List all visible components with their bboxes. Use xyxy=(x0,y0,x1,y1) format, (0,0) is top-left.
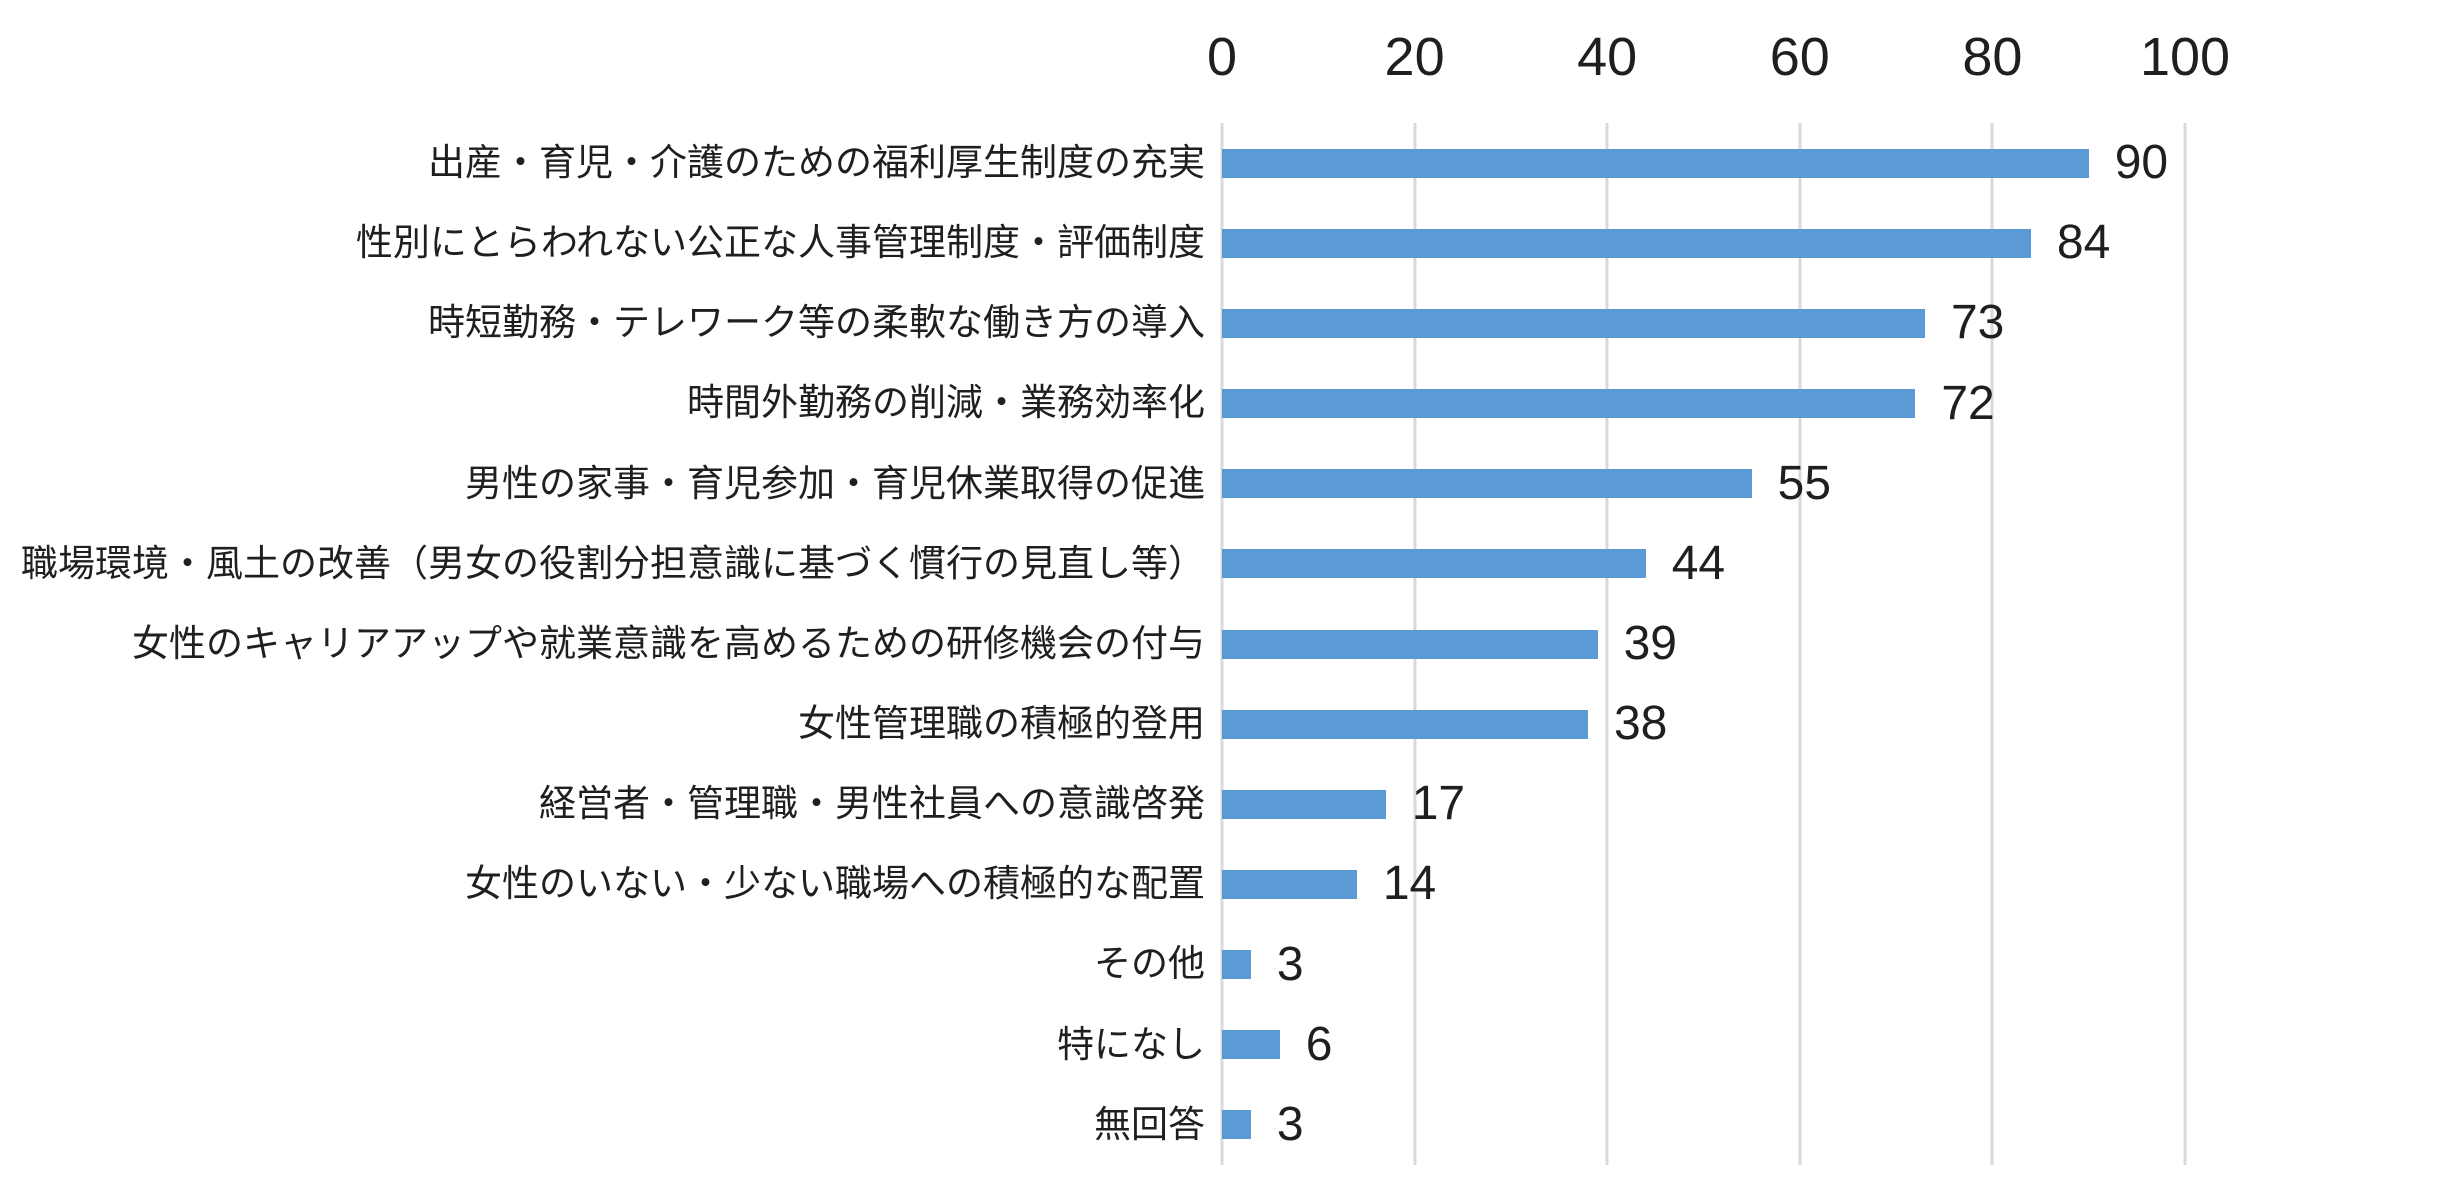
category-label: 特になし xyxy=(1057,1023,1205,1065)
x-axis: 0 20 40 60 80 100 xyxy=(1207,0,2230,87)
gridline xyxy=(1990,123,1994,1165)
category-label: 女性のキャリアアップや就業意識を高めるための研修機会の付与 xyxy=(132,622,1205,664)
x-axis-tick-label: 80 xyxy=(1962,27,2023,87)
x-axis-tick-label: 60 xyxy=(1769,27,1830,87)
bar-row: 90 xyxy=(1222,123,2185,203)
category-label: その他 xyxy=(1094,943,1205,985)
bar-row: 17 xyxy=(1222,764,2185,844)
bar xyxy=(1222,1030,1280,1060)
value-label: 39 xyxy=(1623,617,1677,671)
value-label: 6 xyxy=(1305,1017,1333,1071)
bar-row: 3 xyxy=(1222,925,2185,1005)
category-label: 時間外勤務の削減・業務効率化 xyxy=(687,382,1205,424)
category-label: 女性管理職の積極的登用 xyxy=(798,702,1205,744)
bar-row: 38 xyxy=(1222,684,2185,764)
value-label: 44 xyxy=(1671,536,1726,590)
bar xyxy=(1222,549,1646,579)
bar xyxy=(1222,789,1386,819)
bar-row: 44 xyxy=(1222,524,2185,604)
bar xyxy=(1222,228,2031,258)
bar xyxy=(1222,869,1357,899)
plot-area: 90 84 73 72 55 44 39 38 17 14 3 6 3 xyxy=(1220,123,2187,1165)
gridline xyxy=(1798,123,1802,1165)
category-label: 女性のいない・少ない職場への積極的な配置 xyxy=(465,863,1205,905)
bar-rows: 90 84 73 72 55 44 39 38 17 14 3 6 3 xyxy=(1222,123,2185,1165)
value-label: 90 xyxy=(2114,136,2169,190)
value-label: 84 xyxy=(2056,216,2111,270)
category-label: 経営者・管理職・男性社員への意識啓発 xyxy=(539,783,1205,825)
bar-row: 55 xyxy=(1222,444,2185,524)
value-label: 73 xyxy=(1950,296,2005,350)
value-label: 55 xyxy=(1777,456,1832,510)
bar-row: 73 xyxy=(1222,283,2185,363)
bar-row: 84 xyxy=(1222,203,2185,283)
bar xyxy=(1222,629,1598,659)
bar xyxy=(1222,148,2089,178)
value-label: 3 xyxy=(1276,937,1304,991)
category-label: 性別にとらわれない公正な人事管理制度・評価制度 xyxy=(355,222,1205,264)
category-label: 男性の家事・育児参加・育児休業取得の促進 xyxy=(465,462,1205,504)
value-label: 17 xyxy=(1411,777,1466,831)
x-axis-tick-label: 100 xyxy=(2139,27,2231,87)
gridline xyxy=(2183,123,2187,1165)
bar-row: 6 xyxy=(1222,1005,2185,1085)
bar-row: 39 xyxy=(1222,604,2185,684)
x-axis-tick-label: 20 xyxy=(1384,27,1445,87)
value-label: 3 xyxy=(1276,1097,1304,1151)
bar xyxy=(1222,469,1752,499)
category-labels: 出産・育児・介護のための福利厚生制度の充実性別にとらわれない公正な人事管理制度・… xyxy=(0,123,1205,1165)
bar xyxy=(1222,950,1251,980)
category-label: 出産・育児・介護のための福利厚生制度の充実 xyxy=(428,141,1205,183)
bar xyxy=(1222,709,1588,739)
category-label: 無回答 xyxy=(1094,1103,1205,1145)
gridline xyxy=(1605,123,1609,1165)
bar xyxy=(1222,308,1925,338)
bar xyxy=(1222,1110,1251,1140)
bar-row: 14 xyxy=(1222,844,2185,924)
category-label: 時短勤務・テレワーク等の柔軟な働き方の導入 xyxy=(428,302,1205,344)
value-label: 38 xyxy=(1613,697,1668,751)
category-label: 職場環境・風土の改善（男女の役割分担意識に基づく慣行の見直し等） xyxy=(21,542,1205,584)
x-axis-tick-label: 40 xyxy=(1577,27,1638,87)
bar-row: 72 xyxy=(1222,363,2185,443)
bar xyxy=(1222,389,1916,419)
value-label: 14 xyxy=(1382,857,1437,911)
value-label: 72 xyxy=(1941,376,1995,430)
bar-row: 3 xyxy=(1222,1085,2185,1165)
x-axis-tick-label: 0 xyxy=(1206,27,1238,87)
